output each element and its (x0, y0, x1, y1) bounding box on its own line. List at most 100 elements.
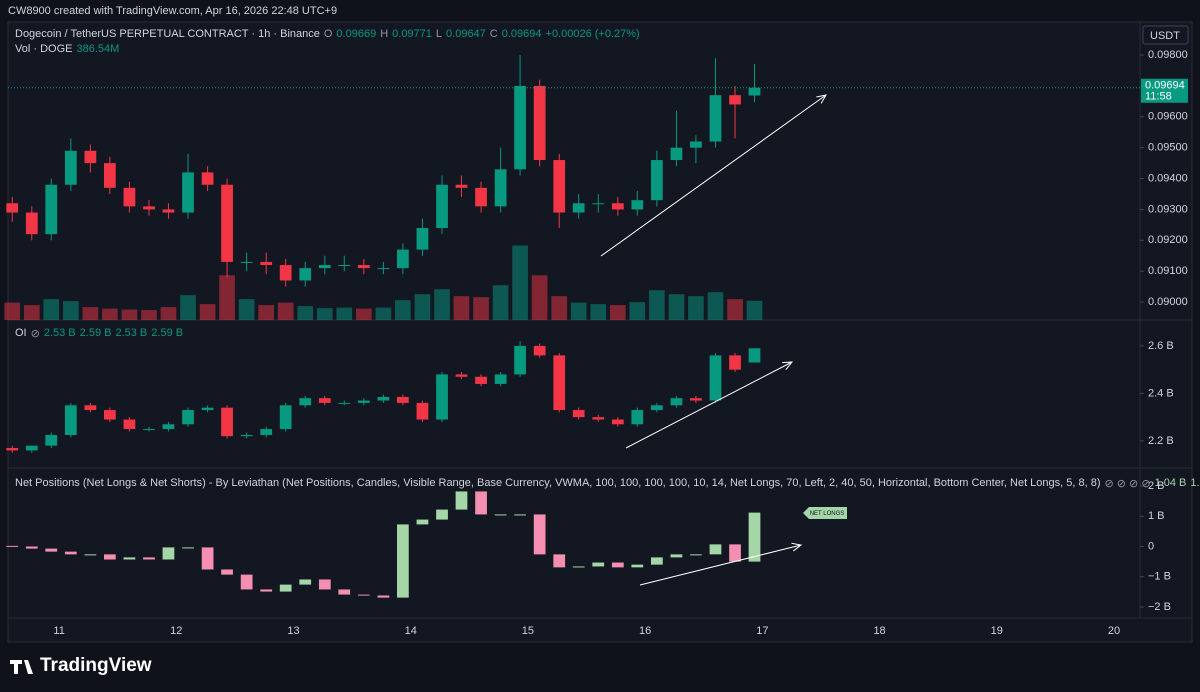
candle-body (25, 212, 38, 235)
candle-body (260, 589, 273, 592)
candle-body (318, 579, 331, 590)
ohlc-label: H (380, 28, 389, 40)
candle-body (475, 187, 487, 207)
volume-bar (277, 302, 294, 320)
candle-body (631, 410, 644, 425)
candle-body (729, 95, 741, 105)
candle-body (397, 524, 409, 598)
volume-bar (62, 301, 79, 320)
volume-bar (434, 289, 450, 320)
candle-body (650, 160, 663, 201)
volume-bar (649, 290, 665, 320)
x-tick-label: 20 (1108, 625, 1120, 637)
candle-body (221, 184, 233, 262)
candle-body (182, 410, 194, 425)
candle-body (572, 566, 585, 568)
candle-body (592, 417, 605, 420)
volume-bar (356, 308, 372, 320)
y-tick-label: 0.09100 (1148, 265, 1188, 277)
candle-body (475, 376, 487, 384)
candle-body (25, 546, 38, 549)
candle-body (494, 374, 507, 384)
candle-body (416, 402, 429, 420)
candle-body (318, 265, 331, 269)
volume-bar (746, 300, 763, 320)
candle-body (709, 544, 722, 555)
candle-body (357, 594, 370, 596)
y-tick-label: 0 (1148, 540, 1154, 552)
candle-body (299, 268, 312, 281)
candle-body (25, 445, 38, 451)
net-value: 1.12 B… (1190, 477, 1200, 489)
volume-bar (23, 305, 40, 320)
volume-bar (180, 295, 196, 320)
candle-body (377, 396, 390, 401)
volume-bar (199, 304, 216, 320)
annotation: NET LONGS (810, 511, 845, 517)
candle-body (436, 509, 448, 520)
y-tick-label: 0.09300 (1148, 203, 1188, 215)
volume-bar (219, 275, 235, 320)
y-tick-label: −1 B (1148, 571, 1171, 583)
y-tick-label: 0.09000 (1148, 296, 1188, 308)
volume-bar (82, 307, 99, 320)
candle-body (611, 419, 624, 425)
volume-bar (727, 299, 743, 320)
candle-body (143, 206, 155, 210)
candle-body (611, 203, 624, 210)
candle-body (416, 227, 429, 250)
candle-body (338, 402, 351, 404)
volume-bar (570, 302, 587, 320)
y-tick-label: 0.09800 (1148, 49, 1188, 61)
last-price-label: 0.09694 (1145, 80, 1185, 92)
candle-body (45, 548, 58, 552)
candle-body (221, 569, 233, 575)
volume-value: 386.54M (76, 43, 120, 55)
currency-box[interactable] (1142, 25, 1189, 45)
candle-body (650, 557, 663, 565)
candle-body (631, 200, 644, 210)
logo-mark (10, 660, 33, 674)
candle-body (514, 514, 526, 516)
candle-body (533, 345, 546, 356)
volume-bar (375, 307, 392, 320)
y-tick-label: 2 B (1148, 480, 1165, 492)
currency[interactable]: USDT (1150, 30, 1180, 42)
candle-body (240, 261, 253, 263)
oi-value: 2.53 B (43, 327, 76, 339)
candle-body (240, 434, 253, 437)
candle-body (729, 355, 741, 370)
candle-body (748, 87, 761, 96)
annotation-tag (803, 507, 847, 519)
candle-body (494, 169, 507, 207)
candle-body (162, 547, 175, 560)
candle-body (670, 398, 683, 406)
candle-body (553, 554, 566, 568)
ohlc-label: C (489, 28, 498, 40)
x-tick-label: 16 (639, 625, 651, 637)
candle-body (553, 160, 566, 213)
candle-body (670, 147, 683, 161)
candle-body (455, 374, 468, 377)
candle-body (279, 265, 292, 281)
volume-name: Vol · DOGE (15, 43, 73, 55)
symbol-title: Dogecoin / TetherUS PERPETUAL CONTRACT ·… (15, 28, 320, 40)
countdown: 11:58 (1145, 91, 1172, 103)
y-tick-label: 1 B (1148, 510, 1165, 522)
candle-body (377, 268, 390, 270)
candle-body (709, 355, 722, 401)
candle-body (123, 187, 136, 207)
volume-bar (610, 305, 626, 320)
net-value: 1.04 B (1154, 477, 1187, 489)
x-tick-label: 18 (873, 625, 885, 637)
candle-body (6, 203, 19, 213)
candle-body (357, 400, 370, 403)
price-legend: Dogecoin / TetherUS PERPETUAL CONTRACT ·… (15, 28, 640, 40)
y-tick-label: 2.2 B (1148, 435, 1174, 447)
candle-body (748, 348, 761, 363)
volume-bar (4, 302, 21, 320)
candle-body (299, 398, 312, 406)
x-tick-label: 14 (405, 625, 417, 637)
volume-bar (453, 296, 470, 320)
y-tick-label: 0.09400 (1148, 172, 1188, 184)
